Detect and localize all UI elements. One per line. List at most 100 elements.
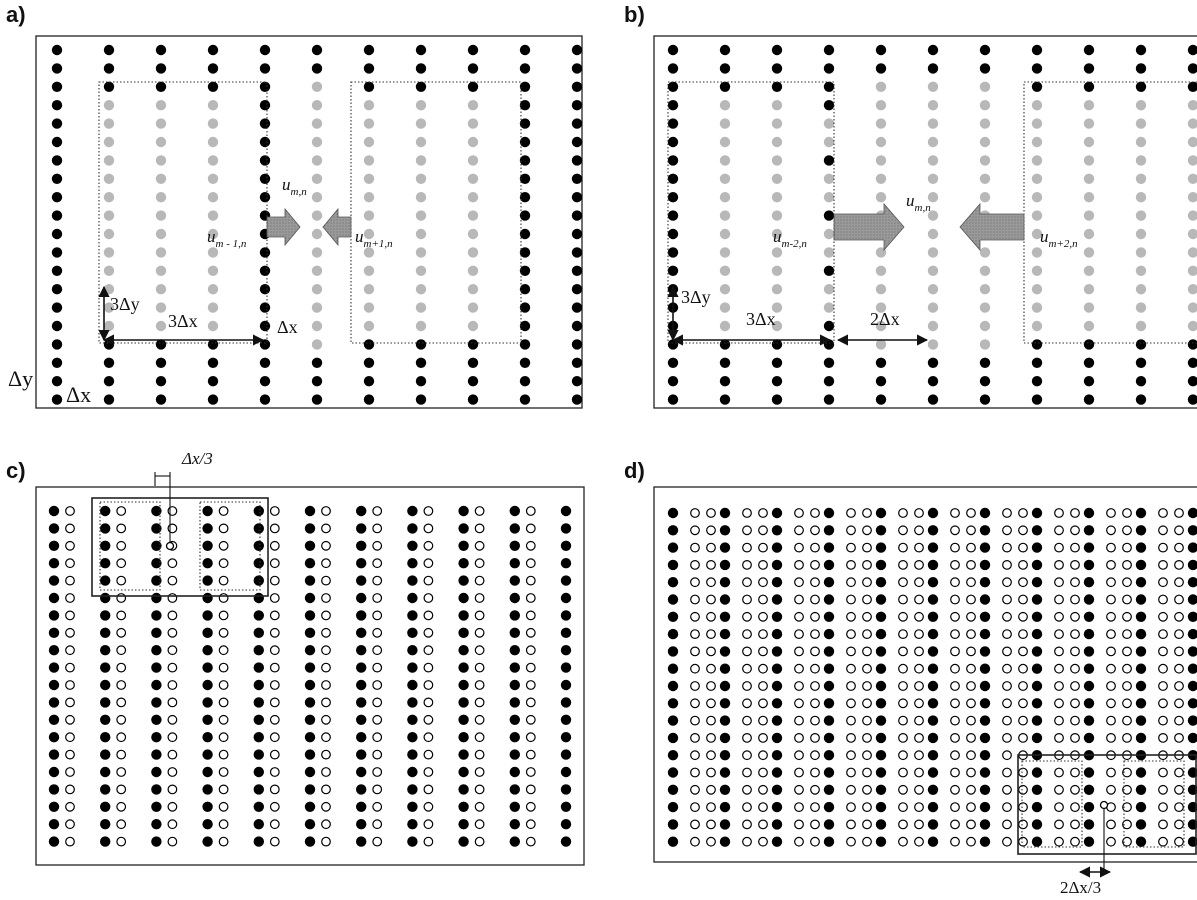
black-grid-dot: [1135, 542, 1147, 553]
black-grid-dot: [151, 505, 162, 517]
open-grid-dot: [914, 836, 924, 847]
black-grid-dot: [823, 767, 835, 778]
grid-dot: [979, 284, 991, 295]
black-grid-dot: [48, 819, 60, 830]
open-grid-dot: [116, 575, 127, 586]
open-grid-dot: [269, 714, 280, 725]
black-grid-dot: [667, 732, 679, 744]
black-grid-dot: [509, 801, 520, 812]
grid-dot: [415, 247, 427, 258]
black-grid-dot: [253, 575, 264, 586]
open-grid-dot: [794, 733, 804, 743]
grid-dot: [415, 339, 427, 350]
black-grid-dot: [1187, 819, 1197, 830]
grid-dot: [823, 265, 835, 276]
open-grid-dot: [1106, 577, 1116, 588]
grid-dot: [667, 265, 679, 276]
open-grid-dot: [1070, 577, 1080, 588]
black-grid-dot: [771, 715, 783, 726]
black-grid-dot: [151, 819, 162, 830]
open-grid-dot: [1054, 646, 1064, 657]
grid-dot: [467, 228, 479, 240]
grid-dot: [571, 192, 583, 203]
open-grid-dot: [1158, 819, 1168, 830]
black-grid-dot: [719, 819, 731, 830]
open-grid-dot: [525, 836, 536, 847]
black-grid-dot: [202, 558, 213, 569]
panel-c-label: c): [6, 458, 26, 483]
black-grid-dot: [823, 628, 835, 640]
black-grid-dot: [1031, 507, 1043, 519]
open-grid-dot: [810, 577, 820, 588]
grid-dot: [103, 155, 115, 166]
open-grid-dot: [1070, 784, 1080, 795]
open-grid-dot: [1070, 681, 1080, 691]
grid-dot: [207, 210, 219, 221]
open-grid-dot: [1158, 646, 1168, 657]
grid-dot: [259, 394, 271, 405]
open-grid-dot: [690, 663, 700, 674]
open-grid-dot: [898, 611, 908, 622]
black-grid-dot: [927, 542, 939, 553]
black-grid-dot: [560, 505, 572, 517]
grid-dot: [927, 320, 939, 332]
open-grid-dot: [423, 819, 434, 830]
grid-dot: [415, 265, 427, 276]
black-grid-dot: [253, 801, 264, 812]
grid-dot: [719, 284, 731, 295]
grid-dot: [207, 265, 219, 276]
open-grid-dot: [898, 819, 908, 830]
open-grid-dot: [862, 715, 872, 726]
open-grid-dot: [525, 593, 536, 603]
black-grid-dot: [667, 525, 679, 536]
open-grid-dot: [269, 749, 280, 760]
grid-dot: [51, 118, 63, 129]
open-grid-dot: [1070, 525, 1080, 536]
grid-dot: [103, 44, 115, 56]
black-grid-dot: [771, 784, 783, 795]
black-grid-dot: [927, 646, 939, 657]
open-grid-dot: [690, 646, 700, 657]
black-grid-dot: [253, 784, 264, 795]
open-grid-dot: [65, 523, 75, 534]
black-grid-dot: [100, 679, 111, 691]
black-grid-dot: [927, 698, 939, 709]
open-grid-dot: [65, 627, 75, 638]
black-grid-dot: [927, 784, 939, 795]
open-grid-dot: [690, 802, 700, 812]
open-grid-dot: [321, 575, 331, 586]
grid-dot: [311, 247, 323, 258]
grid-dot: [155, 44, 167, 56]
open-grid-dot: [898, 508, 908, 518]
black-grid-dot: [927, 525, 939, 536]
open-grid-dot: [474, 819, 485, 830]
black-grid-dot: [719, 698, 731, 709]
grid-dot: [415, 136, 427, 148]
grid-dot: [519, 357, 531, 368]
black-grid-dot: [100, 592, 111, 604]
black-grid-dot: [151, 732, 162, 743]
open-grid-dot: [862, 784, 872, 795]
open-grid-dot: [1158, 681, 1168, 691]
grid-dot: [1083, 63, 1095, 74]
open-grid-dot: [758, 750, 768, 761]
open-grid-dot: [269, 627, 280, 638]
grid-dot: [467, 339, 479, 350]
black-grid-dot: [823, 507, 835, 519]
open-grid-dot: [706, 663, 716, 674]
grid-dot: [571, 173, 583, 184]
black-grid-dot: [202, 610, 213, 621]
open-grid-dot: [742, 819, 752, 830]
open-grid-dot: [1070, 629, 1080, 639]
grid-dot: [927, 357, 939, 368]
black-grid-dot: [719, 715, 731, 726]
panel-d-left-block: [1021, 760, 1083, 848]
black-grid-dot: [202, 784, 213, 795]
grid-dot: [719, 320, 731, 332]
black-grid-dot: [1031, 680, 1043, 692]
black-grid-dot: [560, 523, 572, 534]
open-grid-dot: [1174, 525, 1184, 536]
open-grid-dot: [846, 525, 856, 536]
open-grid-dot: [758, 577, 768, 588]
open-grid-dot: [1106, 508, 1116, 518]
